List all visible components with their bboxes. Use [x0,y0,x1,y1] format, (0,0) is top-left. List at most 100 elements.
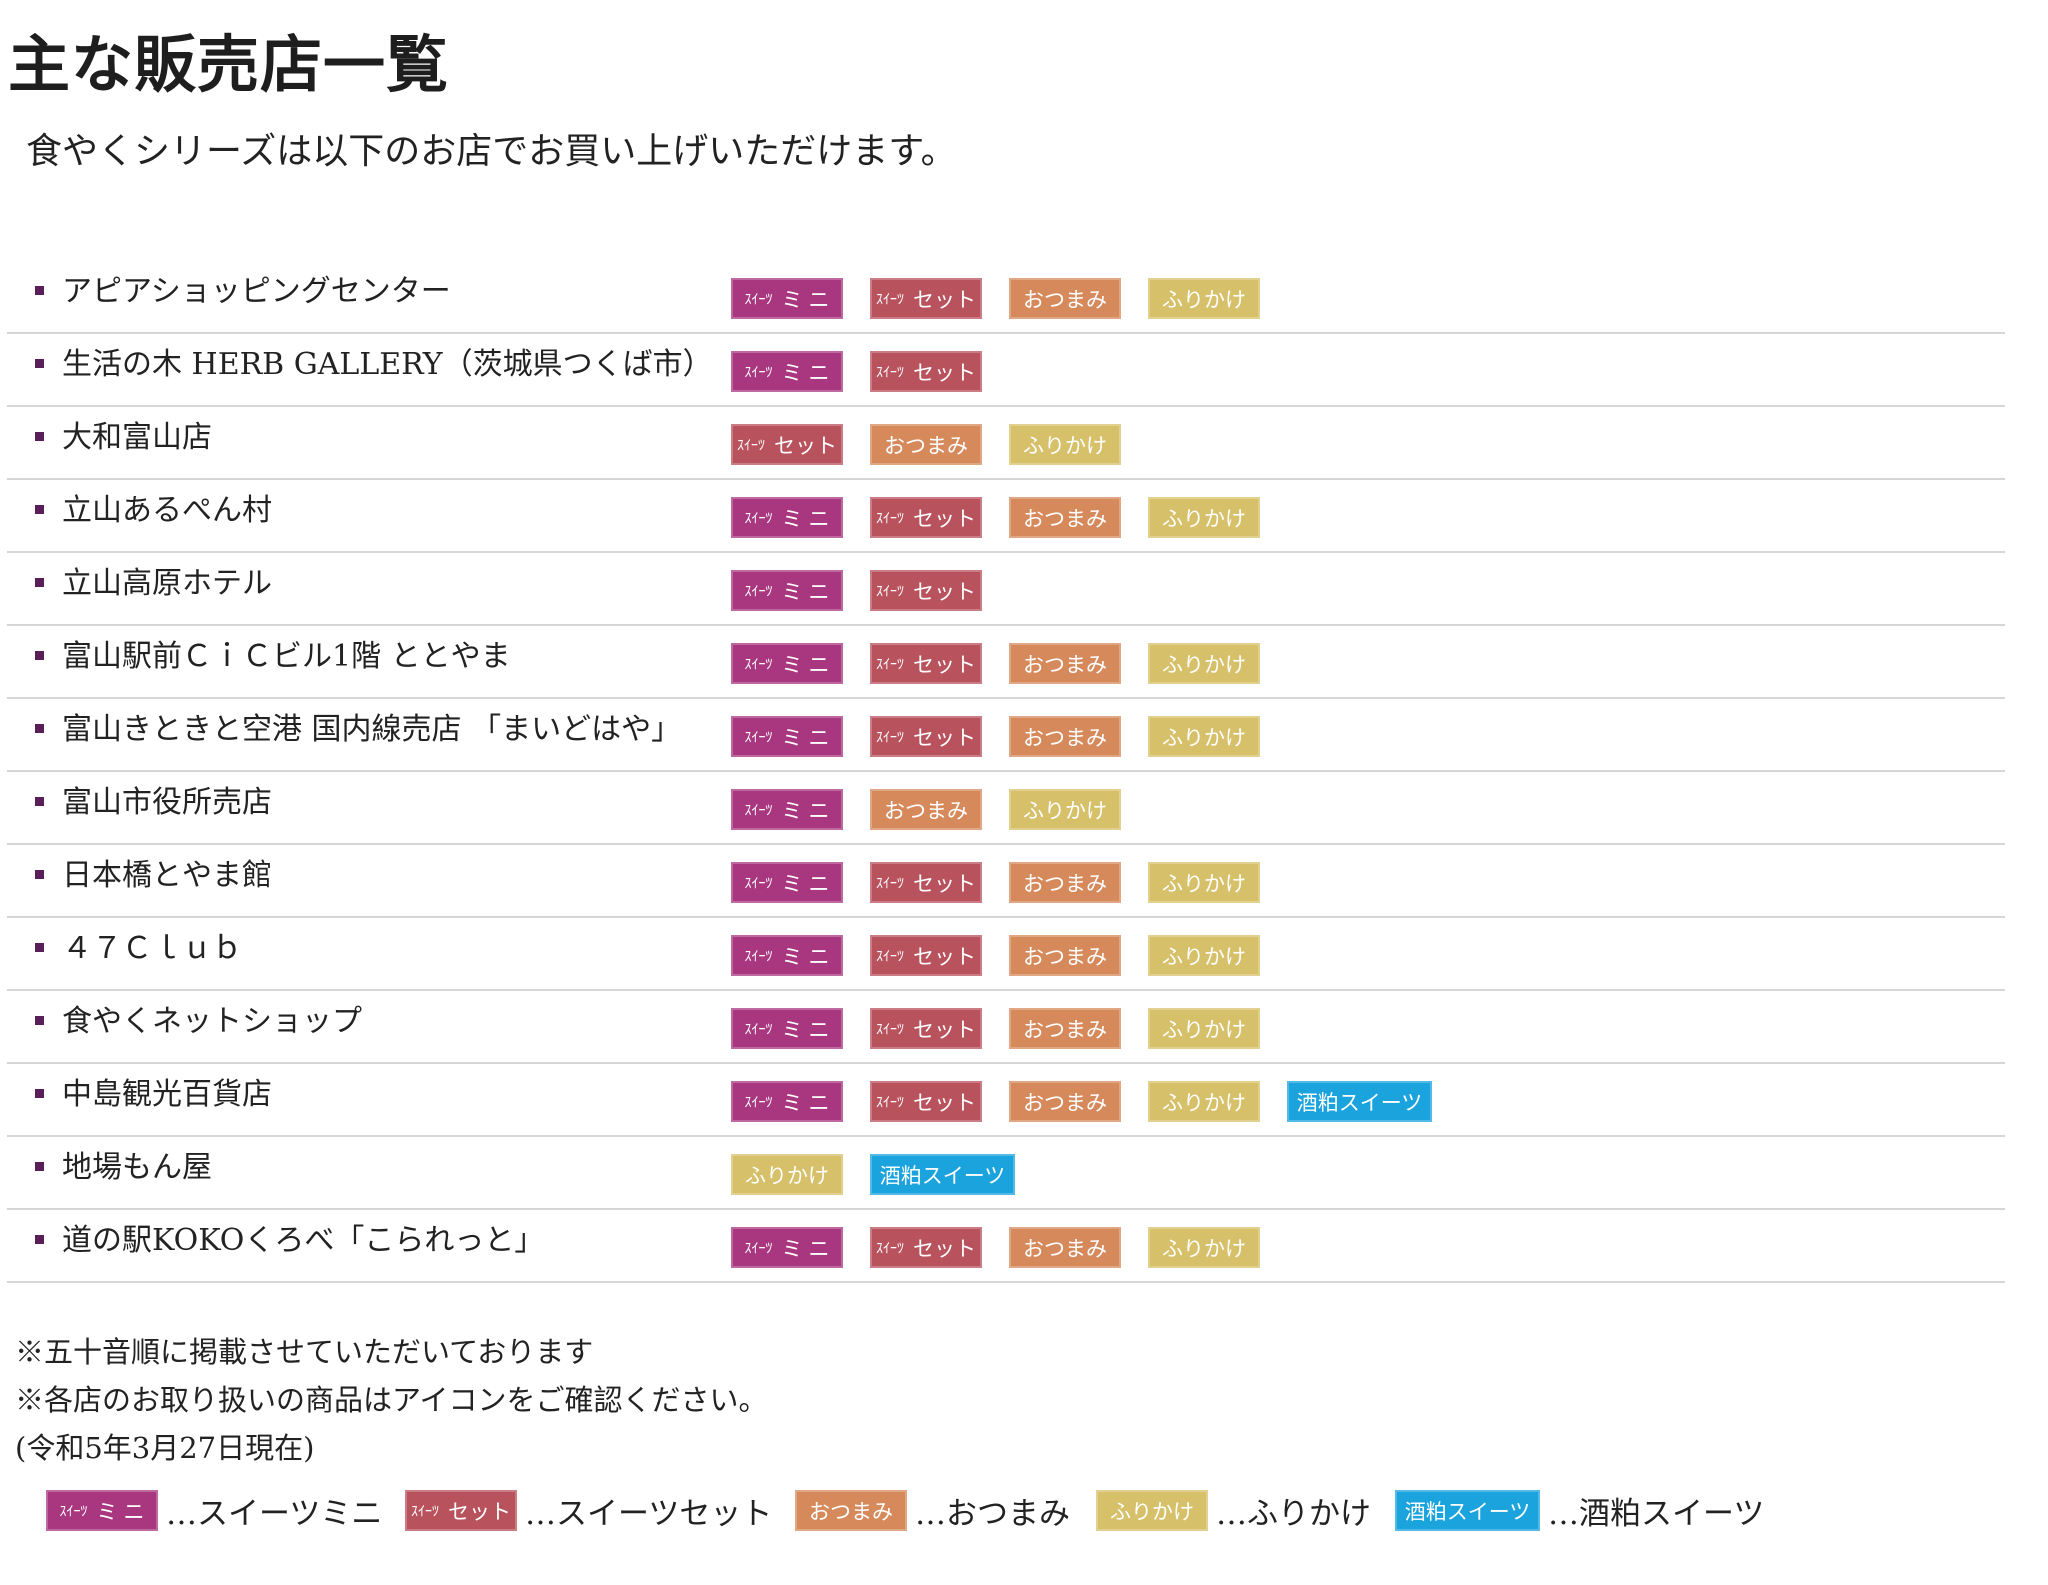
badge-label: セット [913,871,976,896]
badge-otsumami: おつまみ [795,1490,907,1531]
badge-otsumami: おつまみ [870,424,982,465]
note-line: (令和5年3月27日現在) [15,1431,315,1465]
badge-label: ミニ [781,287,836,312]
store-name: 道の駅KOKOくろべ「こられっと」 [62,1223,545,1258]
badge-label: ミニ [781,944,836,969]
badge-prefix: ｽｲｰﾂ [876,1021,904,1038]
badge-furikake: ふりかけ [731,1154,843,1195]
badge-label: ミニ [781,1017,836,1042]
badge-furikake: ふりかけ [1148,716,1260,757]
note-line: ※五十音順に掲載させていただいております [15,1335,594,1369]
bullet-icon [35,578,44,587]
badge-label: セット [913,1236,976,1261]
badge-mini: ｽｲｰﾂ ミニ [731,643,843,684]
badge-mini: ｽｲｰﾂ ミニ [731,862,843,903]
product-badges: ｽｲｰﾂ ミニ ｽｲｰﾂ セット おつまみ ふりかけ [731,862,1260,903]
badge-prefix: ｽｲｰﾂ [744,583,773,600]
bullet-icon [35,724,44,733]
badge-prefix: ｽｲｰﾂ [876,1094,904,1111]
product-badges: ｽｲｰﾂ ミニ ｽｲｰﾂ セット [731,351,982,392]
note-line: ※各店のお取り扱いの商品はアイコンをご確認ください。 [15,1383,768,1417]
bullet-icon [35,651,44,660]
legend-item-mini: ｽｲｰﾂ ミニ …スイーツミニ [46,1490,382,1532]
badge-label: おつまみ [1023,1017,1107,1042]
badge-prefix: ｽｲｰﾂ [744,1094,773,1111]
badge-prefix: ｽｲｰﾂ [744,1021,773,1038]
badge-otsumami: おつまみ [1009,1081,1121,1122]
badge-otsumami: おつまみ [1009,716,1121,757]
badge-label: セット [774,433,837,458]
badge-label: セット [913,1090,976,1115]
badge-otsumami: おつまみ [1009,935,1121,976]
product-badges: ｽｲｰﾂ ミニ ｽｲｰﾂ セット おつまみ ふりかけ [731,935,1260,976]
badge-label: ふりかけ [745,1163,829,1188]
badge-label: セット [913,287,976,312]
badge-prefix: ｽｲｰﾂ [876,875,904,892]
store-name: 富山駅前ＣｉＣビル1階 ととやま [62,639,511,674]
badge-prefix: ｽｲｰﾂ [744,875,773,892]
product-badges: ｽｲｰﾂ ミニ ｽｲｰﾂ セット おつまみ ふりかけ 酒粕スイーツ [731,1081,1432,1122]
badge-label: セット [913,944,976,969]
store-name: 地場もん屋 [62,1150,212,1185]
product-badges: ｽｲｰﾂ ミニ ｽｲｰﾂ セット おつまみ ふりかけ [731,497,1260,538]
badge-label: ふりかけ [1162,652,1246,677]
product-badges: ｽｲｰﾂ ミニ ｽｲｰﾂ セット おつまみ ふりかけ [731,1008,1260,1049]
badge-mini: ｽｲｰﾂ ミニ [731,1008,843,1049]
badge-label: おつまみ [884,433,968,458]
store-row: 道の駅KOKOくろべ「こられっと」 ｽｲｰﾂ ミニ ｽｲｰﾂ セット おつまみ ふりかけ [7,1210,2005,1283]
badge-furikake: ふりかけ [1148,862,1260,903]
legend-text: …スイーツセット [525,1496,773,1532]
store-row: 富山きときと空港 国内線売店 「まいどはや」 ｽｲｰﾂ ミニ ｽｲｰﾂ セット おつまみ ふ… [7,699,2005,772]
badge-furikake: ふりかけ [1148,497,1260,538]
store-row: 大和富山店 ｽｲｰﾂ セット おつまみ ふりかけ [7,407,2005,480]
badge-prefix: ｽｲｰﾂ [876,948,904,965]
badge-label: ふりかけ [1162,1090,1246,1115]
badge-sakekasu: 酒粕スイーツ [870,1154,1015,1195]
bullet-icon [35,1089,44,1098]
badge-set: ｽｲｰﾂ セット [870,716,982,757]
badge-set: ｽｲｰﾂ セット [731,424,843,465]
badge-prefix: ｽｲｰﾂ [876,510,904,527]
store-row: アピアショッピングセンター ｽｲｰﾂ ミニ ｽｲｰﾂ セット おつまみ ふりかけ [7,261,2005,334]
badge-sakekasu: 酒粕スイーツ [1395,1490,1540,1531]
badge-label: ふりかけ [1023,433,1107,458]
badge-mini: ｽｲｰﾂ ミニ [731,716,843,757]
badge-prefix: ｽｲｰﾂ [59,1503,88,1520]
badge-mini: ｽｲｰﾂ ミニ [731,1227,843,1268]
badge-label: おつまみ [884,798,968,823]
badge-label: ふりかけ [1162,1017,1246,1042]
bullet-icon [35,359,44,368]
badge-label: ミニ [781,506,836,531]
badge-set: ｽｲｰﾂ セット [870,1227,982,1268]
badge-mini: ｽｲｰﾂ ミニ [731,351,843,392]
store-name: 富山きときと空港 国内線売店 「まいどはや」 [62,712,682,747]
badge-mini: ｽｲｰﾂ ミニ [731,935,843,976]
badge-mini: ｽｲｰﾂ ミニ [731,789,843,830]
badge-label: おつまみ [1023,871,1107,896]
store-list: アピアショッピングセンター ｽｲｰﾂ ミニ ｽｲｰﾂ セット おつまみ ふりかけ 生活の木 H… [7,261,2005,1283]
badge-set: ｽｲｰﾂ セット [870,278,982,319]
product-badges: ｽｲｰﾂ ミニ ｽｲｰﾂ セット おつまみ ふりかけ [731,643,1260,684]
badge-set: ｽｲｰﾂ セット [870,862,982,903]
badge-set: ｽｲｰﾂ セット [870,643,982,684]
badge-set: ｽｲｰﾂ セット [870,351,982,392]
badge-otsumami: おつまみ [870,789,982,830]
badge-label: ミニ [96,1499,151,1524]
badge-label: ふりかけ [1162,871,1246,896]
store-name: 生活の木 HERB GALLERY（茨城県つくば市） [62,347,713,382]
badge-prefix: ｽｲｰﾂ [744,729,773,746]
badge-prefix: ｽｲｰﾂ [744,1240,773,1257]
badge-label: ミニ [781,1236,836,1261]
store-name: 立山あるぺん村 [62,493,272,528]
badge-set: ｽｲｰﾂ セット [405,1490,517,1531]
store-row: 食やくネットショップ ｽｲｰﾂ ミニ ｽｲｰﾂ セット おつまみ ふりかけ [7,991,2005,1064]
badge-mini: ｽｲｰﾂ ミニ [46,1490,158,1531]
badge-label: おつまみ [1023,652,1107,677]
badge-furikake: ふりかけ [1148,643,1260,684]
badge-label: 酒粕スイーツ [879,1163,1006,1188]
badge-furikake: ふりかけ [1009,789,1121,830]
badge-label: セット [913,579,976,604]
badge-set: ｽｲｰﾂ セット [870,935,982,976]
badge-furikake: ふりかけ [1148,1008,1260,1049]
badge-label: おつまみ [1023,1236,1107,1261]
